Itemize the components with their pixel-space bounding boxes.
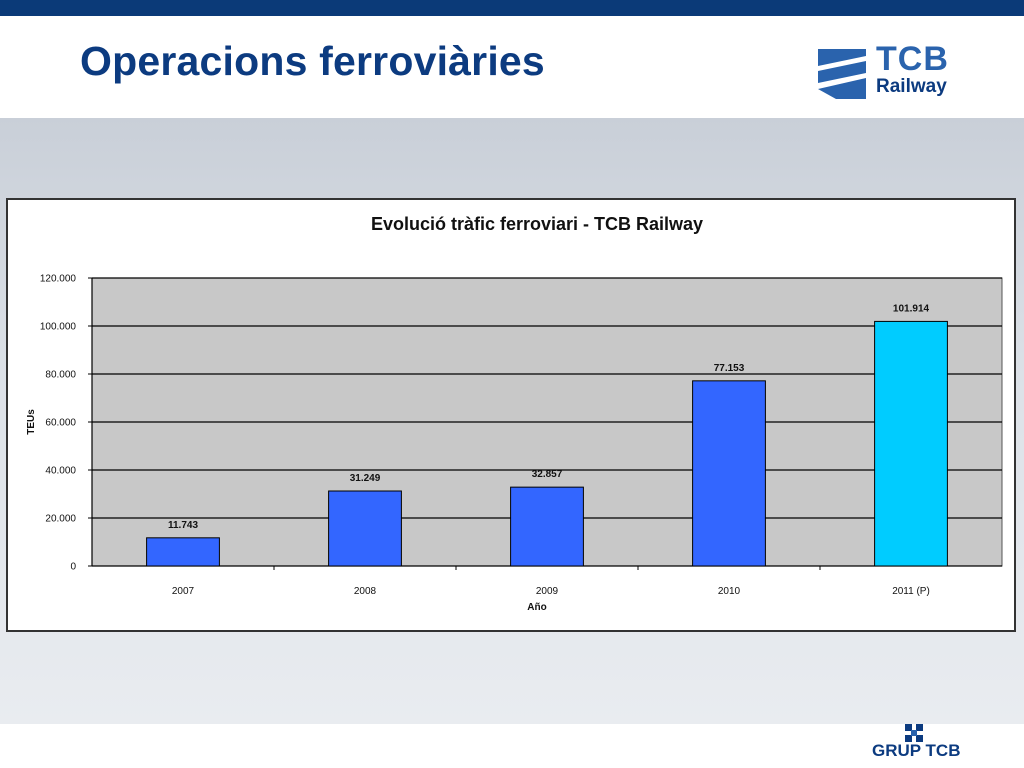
bar-2009 [510,486,584,567]
y-tick-label: 40.000 [45,466,76,477]
x-tick-label: 2008 [354,586,377,597]
tcb-railway-logo: TCB Railway [818,40,978,102]
bar-2007 [146,537,220,567]
data-label: 31.249 [350,473,381,484]
y-tick-label: 60.000 [45,418,76,429]
bar-2010 [692,380,766,567]
chart-title: Evolució tràfic ferroviari - TCB Railway [371,214,703,234]
footer-brand-text: GRUP TCB [872,741,961,760]
bar-2011-P [874,320,948,567]
bar-chart: Evolució tràfic ferroviari - TCB Railway… [26,214,1003,613]
bar-2008 [328,490,402,567]
data-label: 32.857 [532,469,563,480]
y-tick-label: 0 [70,562,76,573]
x-tick-label: 2010 [718,586,741,597]
data-label: 11.743 [168,520,198,531]
y-tick-label: 20.000 [45,514,76,525]
chart-frame: Evolució tràfic ferroviari - TCB Railway… [6,198,1016,632]
grup-tcb-mark-icon [905,724,923,742]
tcb-logo-mark-icon [818,49,866,99]
logo-word-railway: Railway [876,76,947,97]
top-bar [0,0,1024,16]
x-tick-label: 2011 (P) [892,586,930,597]
grup-tcb-logo: GRUP TCB [872,722,962,762]
y-tick-label: 120.000 [40,274,77,285]
x-tick-label: 2009 [536,586,559,597]
data-label: 77.153 [714,363,745,374]
x-tick-label: 2007 [172,586,195,597]
slide-title: Operacions ferroviàries [80,38,545,84]
y-tick-label: 100.000 [40,322,77,333]
y-tick-label: 80.000 [45,370,76,381]
data-label: 101.914 [893,303,930,314]
y-axis-label: TEUs [26,409,37,435]
x-axis-label: Año [527,602,546,613]
logo-word-tcb: TCB [876,40,949,78]
